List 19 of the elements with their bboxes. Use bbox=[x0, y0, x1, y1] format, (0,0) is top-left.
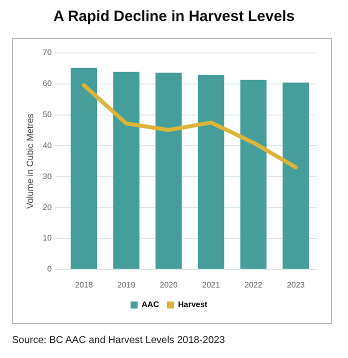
x-tick-label: 2022 bbox=[244, 280, 263, 290]
source-note: Source: BC AAC and Harvest Levels 2018-2023 bbox=[12, 335, 225, 346]
y-tick-label: 10 bbox=[42, 234, 52, 243]
x-tick-label: 2021 bbox=[202, 280, 220, 290]
y-tick-label: 30 bbox=[42, 172, 52, 181]
y-tick-label: 60 bbox=[42, 79, 52, 88]
legend-label: Harvest bbox=[178, 300, 208, 310]
x-tick-label: 2019 bbox=[117, 280, 136, 290]
x-tick-label: 2020 bbox=[160, 280, 178, 290]
y-tick-label: 40 bbox=[42, 140, 52, 150]
x-tick-label: 2018 bbox=[74, 280, 94, 290]
x-tick-label: 2023 bbox=[286, 280, 306, 290]
y-tick-label: 0 bbox=[47, 264, 52, 274]
chart-title: A Rapid Decline in Harvest Levels bbox=[52, 8, 296, 25]
y-tick-label: 20 bbox=[42, 202, 52, 212]
y-axis-title: Volume in Cubic Metres bbox=[24, 113, 35, 209]
y-tick-label: 70 bbox=[42, 48, 52, 58]
legend-label: AAC bbox=[142, 300, 160, 310]
y-tick-label: 50 bbox=[42, 110, 52, 120]
